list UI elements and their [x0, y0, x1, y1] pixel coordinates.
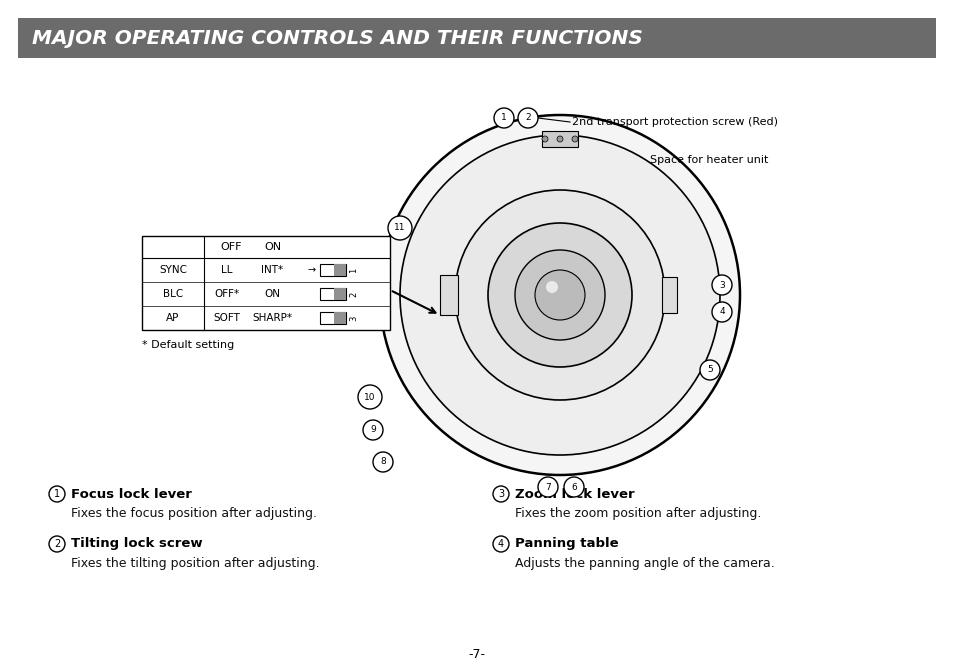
Text: BLC: BLC [163, 289, 183, 299]
Text: MAJOR OPERATING CONTROLS AND THEIR FUNCTIONS: MAJOR OPERATING CONTROLS AND THEIR FUNCT… [32, 28, 642, 48]
Text: OFF*: OFF* [214, 289, 239, 299]
Text: →: → [308, 265, 315, 275]
Text: 10: 10 [364, 393, 375, 401]
Text: SHARP*: SHARP* [252, 313, 292, 323]
Text: Tilting lock screw: Tilting lock screw [71, 537, 202, 550]
Text: 9: 9 [370, 425, 375, 435]
Text: SYNC: SYNC [159, 265, 187, 275]
Text: Panning table: Panning table [515, 537, 618, 550]
Circle shape [455, 190, 664, 400]
Circle shape [563, 477, 583, 497]
Text: 4: 4 [719, 307, 724, 317]
Text: Fixes the tilting position after adjusting.: Fixes the tilting position after adjusti… [71, 558, 319, 570]
Text: Fixes the focus position after adjusting.: Fixes the focus position after adjusting… [71, 507, 316, 521]
Bar [334, 264, 346, 276]
Bar [334, 312, 346, 324]
Bar [319, 312, 346, 324]
Text: LL: LL [221, 265, 233, 275]
Text: SOFT: SOFT [213, 313, 240, 323]
Circle shape [373, 452, 393, 472]
Circle shape [357, 385, 381, 409]
Circle shape [399, 135, 720, 455]
Circle shape [517, 108, 537, 128]
Text: 11: 11 [394, 223, 405, 232]
Text: 3: 3 [497, 489, 503, 499]
Text: Space for heater unit: Space for heater unit [649, 155, 767, 165]
Circle shape [388, 216, 412, 240]
Bar [334, 288, 346, 300]
Bar [661, 277, 677, 313]
Text: ON: ON [264, 289, 280, 299]
Circle shape [363, 420, 382, 440]
Circle shape [541, 136, 547, 142]
Bar [439, 275, 457, 315]
Bar [319, 264, 346, 276]
Text: 2nd transport protection screw (Red): 2nd transport protection screw (Red) [572, 117, 778, 127]
Circle shape [711, 275, 731, 295]
Circle shape [515, 250, 604, 340]
Circle shape [545, 281, 558, 293]
Bar [541, 131, 578, 147]
Text: Zoom lock lever: Zoom lock lever [515, 488, 634, 501]
Text: ON: ON [264, 242, 281, 252]
Text: -7-: -7- [468, 648, 485, 662]
Circle shape [535, 270, 584, 320]
Text: 7: 7 [544, 482, 550, 491]
Text: 4: 4 [497, 539, 503, 549]
Text: 2: 2 [349, 291, 357, 297]
Text: INT*: INT* [261, 265, 283, 275]
Text: 3: 3 [719, 280, 724, 289]
Bar [18, 18, 935, 58]
Text: AP: AP [166, 313, 179, 323]
Text: 2: 2 [525, 113, 530, 123]
Circle shape [572, 136, 578, 142]
Circle shape [537, 477, 558, 497]
Text: 1: 1 [500, 113, 506, 123]
Text: Adjusts the panning angle of the camera.: Adjusts the panning angle of the camera. [515, 558, 774, 570]
Bar [319, 288, 346, 300]
Text: 2: 2 [53, 539, 60, 549]
Text: 8: 8 [379, 458, 385, 466]
Text: OFF: OFF [220, 242, 241, 252]
Circle shape [494, 108, 514, 128]
Circle shape [379, 115, 740, 475]
Text: 1: 1 [349, 267, 357, 272]
Text: * Default setting: * Default setting [142, 340, 234, 350]
Text: 6: 6 [571, 482, 577, 491]
Circle shape [557, 136, 562, 142]
Text: 3: 3 [349, 315, 357, 321]
Bar [142, 236, 390, 330]
Text: 1: 1 [54, 489, 60, 499]
Circle shape [700, 360, 720, 380]
Text: Fixes the zoom position after adjusting.: Fixes the zoom position after adjusting. [515, 507, 760, 521]
Text: 5: 5 [706, 366, 712, 374]
Text: Focus lock lever: Focus lock lever [71, 488, 192, 501]
Circle shape [488, 223, 631, 367]
Circle shape [711, 302, 731, 322]
